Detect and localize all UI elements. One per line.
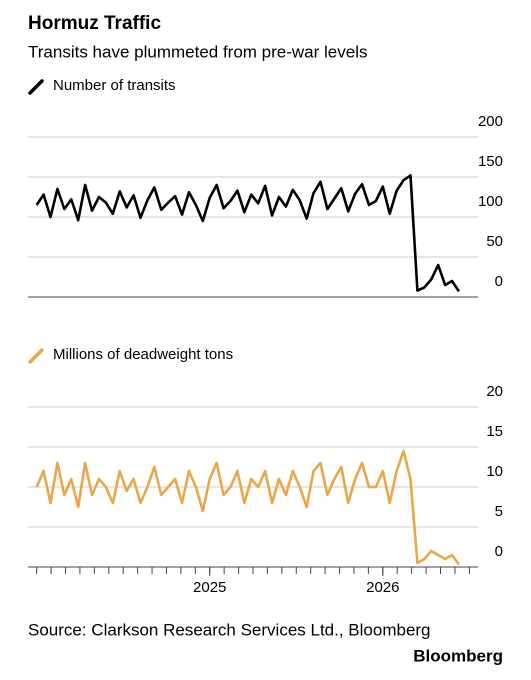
- source: Source: Clarkson Research Services Ltd.,…: [28, 620, 431, 639]
- x-tick-label: 2026: [366, 579, 399, 596]
- y-tick-label: 200: [478, 113, 503, 130]
- legend-swatch: [28, 79, 44, 95]
- y-tick-label: 150: [478, 153, 503, 170]
- legend-label: Millions of deadweight tons: [53, 346, 233, 363]
- chart-subtitle: Transits have plummeted from pre-war lev…: [28, 42, 368, 61]
- y-tick-label: 5: [495, 503, 503, 520]
- data-line: [35, 174, 461, 293]
- y-tick-label: 15: [486, 423, 503, 440]
- brand: Bloomberg: [413, 646, 503, 665]
- y-tick-label: 50: [486, 233, 503, 250]
- y-tick-label: 10: [486, 463, 503, 480]
- data-line: [35, 449, 461, 566]
- legend-label: Number of transits: [53, 77, 176, 94]
- x-tick-label: 2025: [193, 579, 226, 596]
- y-tick-label: 0: [495, 273, 503, 290]
- y-tick-label: 0: [495, 543, 503, 560]
- y-tick-label: 20: [486, 383, 503, 400]
- legend-swatch: [28, 348, 44, 364]
- y-tick-label: 100: [478, 193, 503, 210]
- chart-title: Hormuz Traffic: [28, 13, 161, 34]
